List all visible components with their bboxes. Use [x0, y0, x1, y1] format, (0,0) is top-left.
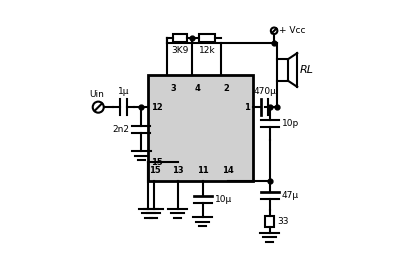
Bar — [173, 34, 187, 42]
Text: 4: 4 — [194, 84, 200, 92]
Text: 10p: 10p — [282, 119, 299, 128]
Text: 10µ: 10µ — [214, 195, 232, 204]
Text: 2n2: 2n2 — [112, 125, 130, 134]
Text: 1: 1 — [244, 103, 250, 112]
Text: 2: 2 — [224, 84, 229, 92]
Text: 12: 12 — [152, 103, 163, 112]
Text: 14: 14 — [222, 166, 234, 175]
Text: 11: 11 — [197, 166, 208, 175]
Text: 470µ: 470µ — [253, 87, 276, 96]
Text: Uin: Uin — [90, 90, 104, 99]
Bar — [277, 59, 288, 81]
Text: 3K9: 3K9 — [171, 46, 188, 55]
Bar — [265, 216, 274, 227]
Bar — [199, 34, 215, 42]
Text: 12k: 12k — [198, 46, 215, 55]
Text: 47µ: 47µ — [282, 191, 299, 200]
Text: 3: 3 — [170, 84, 176, 92]
Text: 15: 15 — [149, 166, 161, 175]
Text: + Vcc: + Vcc — [279, 26, 305, 35]
Text: 13: 13 — [172, 166, 184, 175]
Bar — [148, 75, 253, 181]
Text: 1µ: 1µ — [118, 87, 129, 96]
Text: 33: 33 — [277, 217, 289, 226]
Text: 15: 15 — [152, 157, 163, 167]
Text: RL: RL — [299, 65, 313, 75]
